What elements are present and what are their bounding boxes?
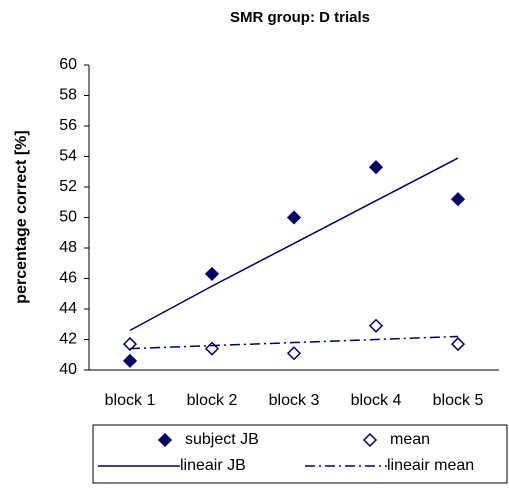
- x-tick-label: block 4: [351, 392, 402, 409]
- legend-label: lineair JB: [180, 457, 246, 474]
- legend-marker: [157, 432, 173, 448]
- y-tick-label: 58: [59, 87, 77, 104]
- y-tick-label: 56: [59, 117, 77, 134]
- legend-label: subject JB: [185, 431, 259, 448]
- legend-label: lineair mean: [387, 457, 474, 474]
- data-point: [286, 346, 302, 361]
- y-tick-label: 48: [59, 239, 77, 256]
- y-tick-label: 40: [59, 361, 77, 378]
- y-tick-label: 52: [59, 178, 77, 195]
- trend-line: [129, 335, 459, 350]
- data-point: [450, 337, 466, 352]
- y-axis-label: percentage correct [%]: [13, 130, 30, 303]
- y-tick-label: 42: [59, 331, 77, 348]
- y-tick-label: 54: [59, 148, 77, 165]
- x-tick-label: block 1: [105, 392, 156, 409]
- x-tick-label: block 5: [433, 392, 484, 409]
- x-tick-label: block 3: [269, 392, 320, 409]
- x-tick-label: block 2: [187, 392, 238, 409]
- data-point: [286, 210, 302, 225]
- y-tick-label: 46: [59, 270, 77, 287]
- trend-line: [129, 157, 459, 332]
- data-point: [122, 337, 138, 352]
- data-point: [204, 266, 220, 281]
- y-tick-label: 44: [59, 300, 77, 317]
- data-point: [122, 353, 138, 368]
- legend-marker: [362, 432, 378, 448]
- legend-box: [92, 424, 508, 484]
- data-point: [368, 160, 384, 175]
- data-point: [450, 192, 466, 207]
- data-point: [368, 318, 384, 333]
- chart-title: SMR group: D trials: [230, 9, 370, 26]
- y-tick-label: 50: [59, 209, 77, 226]
- y-tick-label: 60: [59, 56, 77, 73]
- legend-label: mean: [390, 431, 430, 448]
- data-point: [204, 341, 220, 356]
